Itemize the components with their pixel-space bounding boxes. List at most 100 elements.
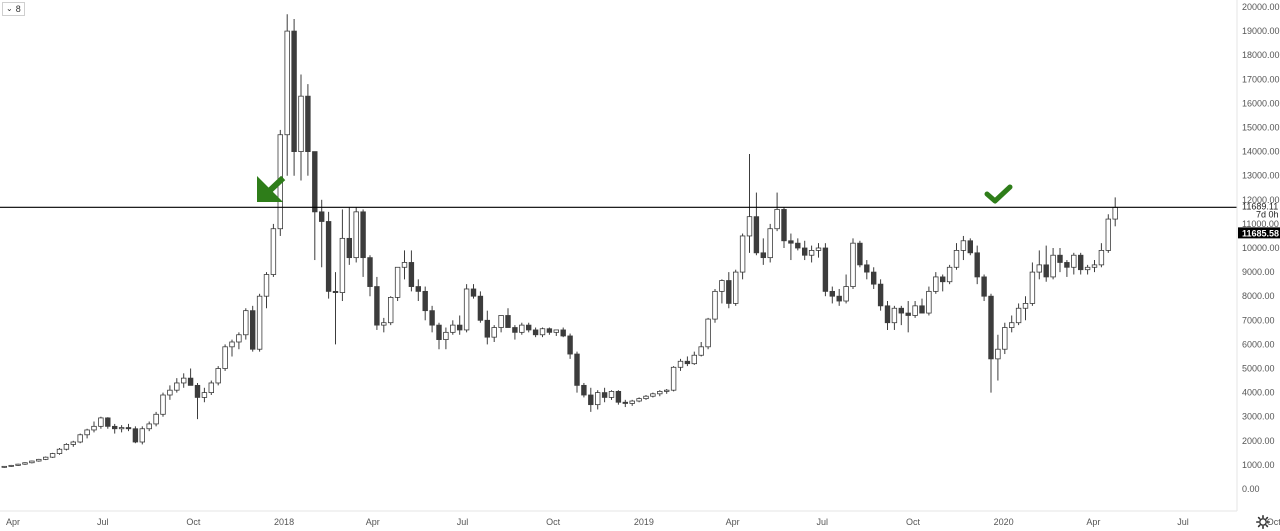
candle <box>664 388 670 394</box>
candle <box>781 207 787 248</box>
candle <box>470 284 477 299</box>
candle <box>898 305 904 326</box>
candle <box>112 423 118 434</box>
candle <box>608 390 615 400</box>
candle <box>1105 214 1111 253</box>
candle <box>1057 248 1063 273</box>
candle <box>49 452 56 458</box>
candle <box>601 387 608 403</box>
candle <box>519 322 525 335</box>
candle <box>850 238 856 289</box>
y-tick-label: 20000.00 <box>1242 2 1280 12</box>
candle <box>422 286 428 321</box>
y-tick-label: 9000.00 <box>1242 267 1275 277</box>
candle <box>884 301 891 330</box>
y-tick-label: 18000.00 <box>1242 50 1280 60</box>
candle <box>429 305 435 333</box>
candle <box>312 151 318 261</box>
interval-label: 8 <box>15 4 21 14</box>
candle <box>160 392 166 417</box>
gear-icon[interactable] <box>1256 515 1270 529</box>
interval-toggle[interactable]: ⌄ 8 <box>2 2 25 16</box>
candle <box>739 233 746 280</box>
horizontal-line-price-label: 11689.11 <box>1242 201 1278 211</box>
x-tick-label: Apr <box>726 517 740 527</box>
candle <box>795 238 801 251</box>
candle <box>912 301 918 318</box>
candle <box>788 233 794 261</box>
candle <box>8 464 14 467</box>
candle <box>118 425 125 433</box>
candle <box>270 223 277 277</box>
candle <box>1064 260 1070 277</box>
candle <box>995 334 1001 381</box>
candle <box>746 154 753 253</box>
y-tick-label: 6000.00 <box>1242 339 1275 349</box>
candle <box>650 392 656 398</box>
candle <box>56 448 63 455</box>
candle <box>526 322 532 333</box>
candle <box>532 327 539 338</box>
candle <box>153 411 159 427</box>
candle <box>132 426 139 444</box>
x-tick-label: Oct <box>186 517 201 527</box>
candle <box>960 235 967 261</box>
candle <box>167 385 173 400</box>
candle <box>91 421 97 433</box>
candle <box>208 380 214 396</box>
y-tick-label: 0.00 <box>1242 484 1260 494</box>
candle <box>1071 252 1077 275</box>
candle <box>249 305 256 352</box>
candle <box>802 240 808 261</box>
y-tick-label: 19000.00 <box>1242 26 1280 36</box>
candle <box>1009 315 1015 333</box>
candle <box>836 288 842 306</box>
price-axis[interactable]: 0.00 1000.00 2000.00 3000.00 4000.00 5000.00 6… <box>1242 2 1280 494</box>
candle <box>539 327 546 338</box>
y-tick-label: 7000.00 <box>1242 315 1275 325</box>
candle <box>450 320 456 335</box>
candle <box>463 284 470 333</box>
candle <box>1022 296 1029 321</box>
candle <box>719 279 725 304</box>
candle <box>291 19 297 176</box>
candle <box>29 460 35 464</box>
candle <box>815 243 822 258</box>
candle <box>1 465 7 468</box>
x-tick-label: Apr <box>1086 517 1100 527</box>
candle <box>387 296 394 326</box>
candle <box>864 260 870 280</box>
candle <box>305 84 311 176</box>
candle <box>22 462 28 465</box>
time-axis[interactable]: Apr Jul Oct 2018 Apr Jul Oct 2019 Apr Jul Oct 2020 A… <box>6 517 1280 527</box>
candle <box>353 207 359 263</box>
candle <box>436 322 442 350</box>
candle <box>125 423 132 432</box>
x-tick-label: Apr <box>366 517 380 527</box>
candle <box>712 288 718 323</box>
candle <box>643 395 649 400</box>
candle <box>574 351 580 393</box>
candle <box>677 358 684 371</box>
candle <box>332 272 339 345</box>
candle <box>456 315 463 335</box>
x-tick-label: Oct <box>906 517 921 527</box>
x-tick-label: Jul <box>817 517 829 527</box>
checkmark-icon <box>984 184 1013 204</box>
candle <box>187 368 194 386</box>
candle <box>1029 262 1036 306</box>
y-tick-label: 3000.00 <box>1242 412 1275 422</box>
candle <box>298 74 304 181</box>
candle <box>256 293 263 352</box>
candle <box>857 240 863 268</box>
candle <box>174 378 180 393</box>
candle <box>581 382 587 398</box>
candle <box>139 426 145 445</box>
candle <box>367 255 373 297</box>
candle <box>753 192 760 256</box>
candle <box>905 301 911 333</box>
candle <box>15 463 21 466</box>
candle <box>1043 245 1049 282</box>
candle <box>546 327 553 335</box>
